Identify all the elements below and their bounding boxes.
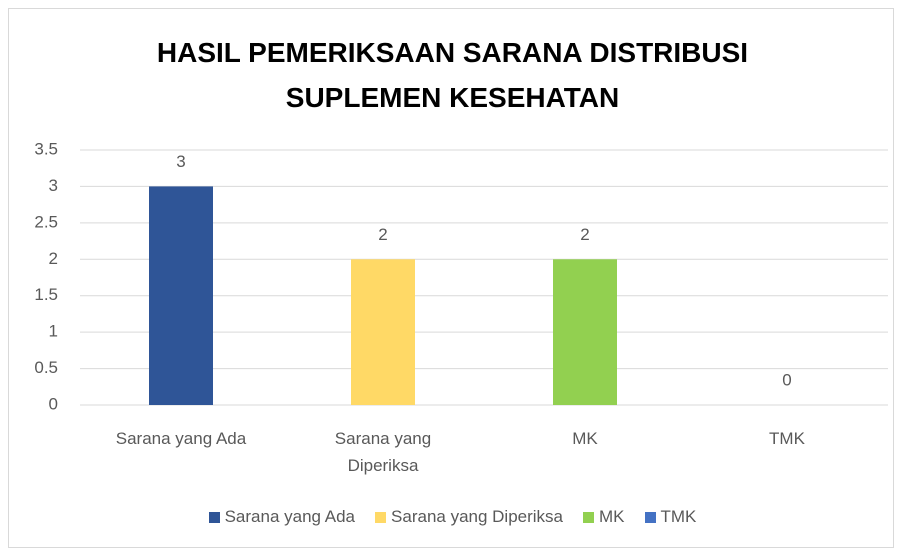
data-label: 3	[176, 152, 185, 171]
legend-label: Sarana yang Ada	[224, 507, 356, 526]
y-tick-label: 2	[49, 249, 58, 268]
x-tick-label: TMK	[769, 429, 805, 448]
y-tick-label: 2.5	[34, 212, 58, 231]
data-label: 2	[378, 225, 387, 244]
legend-item: Sarana yang Ada	[208, 507, 356, 527]
x-tick-label: Sarana yang Ada	[115, 429, 247, 448]
legend-label: TMK	[660, 507, 697, 526]
bar	[149, 186, 213, 405]
y-tick-label: 1	[49, 322, 58, 341]
bar	[553, 259, 617, 405]
bar	[351, 259, 415, 405]
data-label: 0	[782, 370, 791, 389]
legend-item: Sarana yang Diperiksa	[375, 507, 563, 527]
chart-title: HASIL PEMERIKSAAN SARANA DISTRIBUSI SUPL…	[156, 37, 749, 113]
legend-item: MK	[583, 507, 625, 527]
legend-label: Sarana yang Diperiksa	[391, 507, 564, 526]
y-tick-label: 3	[49, 176, 58, 195]
x-tick-label: MK	[572, 429, 598, 448]
legend-swatch	[375, 511, 387, 523]
y-tick-label: 0.5	[34, 358, 58, 377]
data-label: 2	[580, 225, 589, 244]
legend-swatch	[644, 511, 656, 523]
x-tick-label: Sarana yang Diperiksa	[334, 429, 432, 475]
legend: Sarana yang Ada Sarana yang Diperiksa MK TM…	[0, 507, 905, 527]
y-tick-label: 3.5	[34, 139, 58, 158]
y-tick-label: 1.5	[34, 285, 58, 304]
legend-label: MK	[599, 507, 625, 526]
legend-swatch	[583, 511, 595, 523]
y-tick-label: 0	[49, 394, 58, 413]
legend-swatch	[208, 511, 220, 523]
legend-item: TMK	[644, 507, 697, 527]
